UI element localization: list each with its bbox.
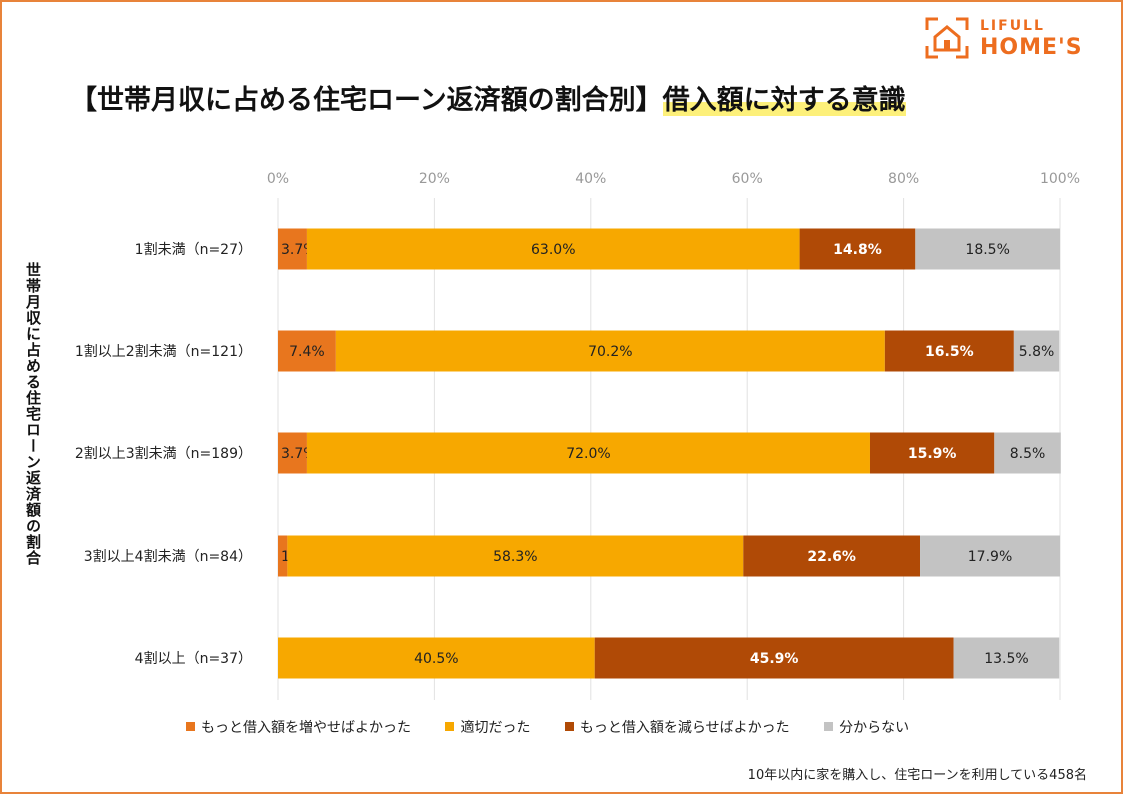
- data-label-less-4: 45.9%: [750, 651, 799, 667]
- y-axis-label: 世帯月収に占める住宅ローン返済額の割合: [24, 262, 42, 566]
- data-label-appropriate-1: 70.2%: [588, 344, 632, 360]
- bar-appropriate-4: [278, 637, 595, 679]
- legend-label-more: もっと借入額を増やせばよかった: [201, 720, 411, 736]
- data-label-unknown-2: 8.5%: [1010, 446, 1046, 462]
- data-label-unknown-4: 13.5%: [984, 651, 1028, 667]
- legend: もっと借入額を増やせばよかった 適切だった もっと借入額を減らせばよかった 分か…: [186, 717, 939, 737]
- bar-unknown-0: [915, 228, 1060, 270]
- bar-appropriate-0: [306, 228, 800, 270]
- bar-unknown-3: [920, 535, 1060, 577]
- legend-item-more: もっと借入額を増やせばよかった: [186, 717, 411, 737]
- bar-more-0: [278, 228, 307, 270]
- bar-less-3: [743, 535, 921, 577]
- bar-unknown-2: [994, 432, 1061, 474]
- legend-item-less: もっと借入額を減らせばよかった: [564, 717, 790, 737]
- data-label-appropriate-2: 72.0%: [566, 446, 610, 462]
- bar-more-1: [278, 330, 336, 372]
- category-label-4: 4割以上（n=37）: [135, 650, 252, 667]
- data-label-more-1: 7.4%: [289, 344, 325, 360]
- x-tick-label-3: 60%: [732, 171, 763, 187]
- x-tick-label-1: 20%: [419, 171, 450, 187]
- data-label-less-2: 15.9%: [908, 446, 957, 462]
- data-label-appropriate-4: 40.5%: [414, 651, 458, 667]
- data-label-unknown-1: 5.8%: [1019, 344, 1055, 360]
- bar-appropriate-1: [335, 330, 885, 372]
- legend-swatch-appropriate: [445, 722, 455, 731]
- legend-swatch-less: [564, 722, 574, 731]
- sample-note: 10年以内に家を購入し、住宅ローンを利用している458名: [747, 768, 1087, 783]
- category-label-0: 1割未満（n=27）: [135, 241, 252, 258]
- legend-label-unknown: 分からない: [839, 720, 910, 736]
- legend-swatch-more: [186, 722, 195, 731]
- legend-item-unknown: 分からない: [824, 717, 909, 737]
- category-label-3: 3割以上4割未満（n=84）: [84, 548, 252, 565]
- bar-less-1: [884, 330, 1014, 372]
- x-tick-label-5: 100%: [1040, 171, 1080, 187]
- bar-less-2: [869, 432, 995, 474]
- bar-more-3: [278, 535, 288, 577]
- data-label-unknown-3: 17.9%: [968, 549, 1012, 565]
- legend-label-less: もっと借入額を減らせばよかった: [579, 720, 790, 736]
- bar-less-4: [594, 637, 954, 679]
- legend-label-appropriate: 適切だった: [460, 720, 531, 736]
- chart-title-highlight: 借入額に対する意識: [662, 85, 906, 116]
- x-tick-label-4: 80%: [888, 171, 919, 187]
- data-label-less-3: 22.6%: [807, 549, 856, 565]
- data-label-less-0: 14.8%: [833, 242, 882, 258]
- x-tick-label-2: 40%: [575, 171, 606, 187]
- x-tick-label-0: 0%: [267, 171, 289, 187]
- data-label-unknown-0: 18.5%: [965, 242, 1009, 258]
- data-label-less-1: 16.5%: [925, 344, 974, 360]
- chart-title-main: 【世帯月収に占める住宅ローン返済額の割合別】: [70, 85, 663, 116]
- bar-unknown-1: [1013, 330, 1060, 372]
- logo-text-lifull: LIFULL: [980, 18, 1045, 34]
- house-logo-icon: [925, 17, 969, 59]
- bar-appropriate-2: [306, 432, 870, 474]
- bar-less-0: [799, 228, 916, 270]
- chart-title: 【世帯月収に占める住宅ローン返済額の割合別】借入額に対する意識: [70, 78, 1070, 117]
- category-label-2: 2割以上3割未満（n=189）: [75, 445, 252, 462]
- bar-unknown-4: [953, 637, 1060, 679]
- logo-text-homes: HOME'S: [980, 35, 1083, 60]
- bar-appropriate-3: [287, 535, 744, 577]
- category-label-1: 1割以上2割未満（n=121）: [75, 343, 252, 360]
- lifull-homes-logo: LIFULL HOME'S: [924, 14, 1109, 64]
- legend-item-appropriate: 適切だった: [445, 717, 530, 737]
- legend-swatch-unknown: [824, 722, 834, 731]
- data-label-appropriate-3: 58.3%: [493, 549, 537, 565]
- data-label-appropriate-0: 63.0%: [531, 242, 575, 258]
- bar-more-2: [278, 432, 307, 474]
